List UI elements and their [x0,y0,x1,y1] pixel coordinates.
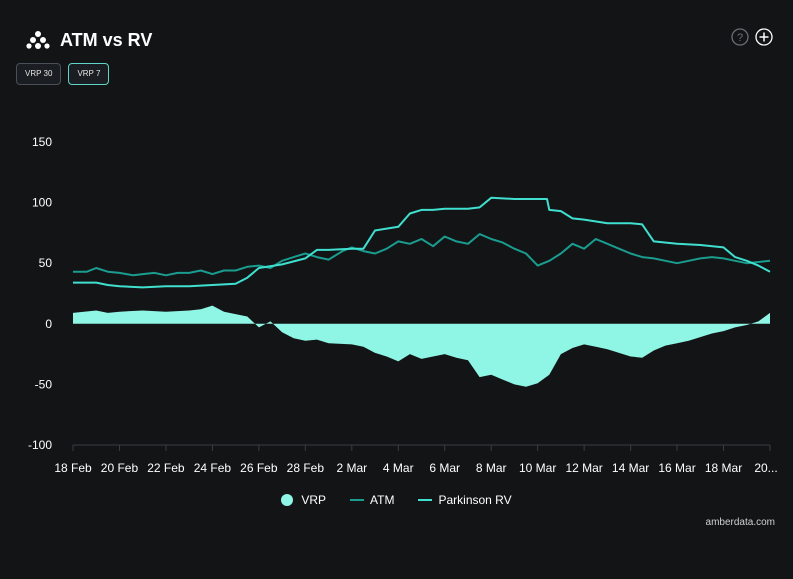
page-title: ATM vs RV [60,29,153,50]
y-tick-label: 100 [32,196,52,210]
x-tick-label: 14 Mar [612,461,649,475]
x-tick-label: 28 Feb [287,461,325,475]
add-icon[interactable] [755,28,773,46]
vrp-toggle-group: VRP 30 VRP 7 [16,63,110,85]
chart-actions: ? [731,28,773,46]
y-tick-label: -50 [35,377,53,391]
chart-legend: VRP ATM Parkinson RV [0,493,793,507]
vrp-30-toggle[interactable]: VRP 30 [16,63,62,85]
legend-label-parkinson-rv: Parkinson RV [438,493,512,507]
svg-text:?: ? [737,32,743,44]
legend-item-vrp[interactable]: VRP [281,493,326,507]
vrp-7-toggle[interactable]: VRP 7 [68,63,110,85]
amberdata-logo-icon [26,31,50,49]
x-tick-label: 20 Feb [101,461,139,475]
x-tick-label: 26 Feb [240,461,278,475]
legend-item-parkinson-rv[interactable]: Parkinson RV [418,493,512,507]
y-tick-label: 150 [32,135,52,149]
chart-header: ATM vs RV [26,28,152,52]
series-layer [73,196,771,387]
x-axis: 18 Feb 20 Feb 22 Feb 24 Feb 26 Feb 28 Feb 2 Ma… [54,444,778,475]
atm-line [73,233,771,277]
parkinson-rv-line [73,196,771,289]
y-tick-label: 50 [39,256,53,270]
legend-swatch-atm [350,499,365,501]
y-axis: 150 100 50 0 -50 -100 [28,135,52,452]
y-tick-label: -100 [28,438,52,452]
legend-item-atm[interactable]: ATM [350,493,394,507]
x-tick-label: 18 Mar [705,461,742,475]
credit-text: amberdata.com [705,517,775,528]
x-tick-label: 18 Feb [54,461,92,475]
x-tick-label: 2 Mar [336,461,367,475]
x-tick-label: 16 Mar [658,461,695,475]
x-tick-label: 10 Mar [519,461,556,475]
x-tick-label: 20... [754,461,777,475]
vrp-area [73,305,770,387]
legend-label-atm: ATM [370,493,395,507]
legend-label-vrp: VRP [301,493,327,507]
x-tick-label: 24 Feb [194,461,232,475]
x-tick-label: 22 Feb [147,461,185,475]
legend-swatch-parkinson-rv [418,499,433,501]
legend-swatch-vrp [281,494,294,506]
x-tick-label: 6 Mar [429,461,460,475]
x-tick-label: 12 Mar [565,461,602,475]
y-tick-label: 0 [45,317,52,331]
x-tick-label: 4 Mar [383,461,414,475]
help-icon[interactable]: ? [731,28,749,46]
x-tick-label: 8 Mar [476,461,507,475]
